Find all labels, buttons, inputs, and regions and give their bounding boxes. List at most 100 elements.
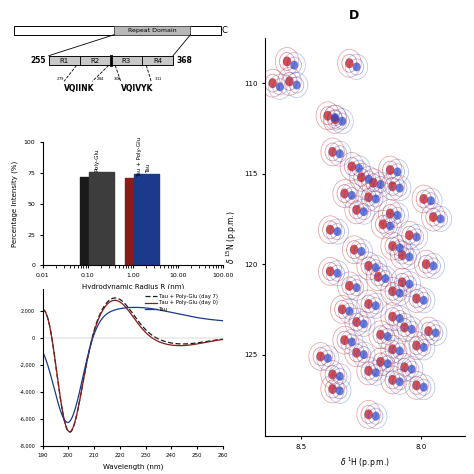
Ellipse shape	[345, 58, 354, 68]
Tau	[126, 305, 131, 310]
Ellipse shape	[333, 269, 341, 278]
Tau + Poly-Glu (day 0)	[112, 298, 118, 303]
Ellipse shape	[412, 293, 421, 303]
Text: D: D	[349, 9, 359, 22]
Ellipse shape	[360, 207, 368, 216]
Ellipse shape	[388, 182, 397, 191]
Tau + Poly-Glu (day 0)	[138, 324, 144, 330]
Ellipse shape	[405, 280, 413, 289]
Text: VQIINK: VQIINK	[64, 84, 94, 93]
Ellipse shape	[324, 354, 332, 363]
Tau	[220, 318, 226, 324]
Ellipse shape	[352, 348, 361, 358]
Ellipse shape	[372, 301, 380, 310]
Ellipse shape	[326, 225, 334, 235]
Tau + Poly-Glu (day 0)	[67, 429, 73, 435]
Ellipse shape	[317, 351, 325, 361]
Bar	[111, 56, 142, 65]
Ellipse shape	[386, 222, 394, 231]
Ellipse shape	[372, 194, 380, 203]
Ellipse shape	[345, 281, 354, 291]
Ellipse shape	[396, 289, 404, 298]
Ellipse shape	[336, 386, 344, 395]
Text: C: C	[221, 26, 227, 35]
Ellipse shape	[396, 314, 404, 323]
Ellipse shape	[328, 384, 337, 394]
Ellipse shape	[290, 61, 298, 70]
Ellipse shape	[340, 335, 349, 345]
Ellipse shape	[372, 263, 380, 272]
Ellipse shape	[347, 162, 356, 172]
Tau + Poly-Glu (day 0)	[40, 307, 46, 312]
Ellipse shape	[331, 113, 339, 122]
Legend: Tau + Poly-Glu (day 7), Tau + Poly-Glu (day 0), Tau: Tau + Poly-Glu (day 7), Tau + Poly-Glu (…	[143, 292, 220, 314]
Tau + Poly-Glu (day 7)	[40, 306, 46, 312]
Ellipse shape	[401, 362, 409, 372]
Ellipse shape	[412, 233, 420, 241]
Ellipse shape	[384, 332, 392, 341]
Line: Tau + Poly-Glu (day 0): Tau + Poly-Glu (day 0)	[43, 301, 223, 432]
Ellipse shape	[396, 183, 404, 192]
Ellipse shape	[346, 307, 354, 316]
Ellipse shape	[357, 247, 365, 256]
Ellipse shape	[324, 111, 332, 121]
X-axis label: $\delta$ $^1$H (p.p.m.): $\delta$ $^1$H (p.p.m.)	[340, 455, 390, 470]
Ellipse shape	[353, 283, 361, 292]
Text: R1: R1	[60, 57, 69, 64]
Ellipse shape	[420, 296, 428, 305]
Ellipse shape	[374, 272, 383, 282]
Tau + Poly-Glu (day 7)	[127, 307, 133, 313]
Ellipse shape	[388, 312, 397, 322]
Tau	[65, 419, 71, 425]
Ellipse shape	[365, 174, 373, 183]
Text: R3: R3	[122, 57, 131, 64]
Tau + Poly-Glu (day 0)	[188, 342, 194, 348]
Ellipse shape	[429, 212, 438, 222]
Ellipse shape	[365, 366, 373, 376]
Ellipse shape	[292, 81, 301, 90]
Ellipse shape	[396, 377, 404, 386]
Ellipse shape	[405, 253, 413, 261]
Ellipse shape	[388, 344, 397, 354]
Text: $^{306}$: $^{306}$	[113, 77, 122, 82]
Ellipse shape	[369, 178, 378, 188]
Ellipse shape	[331, 114, 339, 124]
Ellipse shape	[338, 304, 346, 314]
Ellipse shape	[352, 317, 361, 327]
Y-axis label: Percentage Intensity (%): Percentage Intensity (%)	[11, 161, 18, 247]
Text: Tau + Poly-Glu: Tau + Poly-Glu	[137, 137, 142, 177]
Ellipse shape	[328, 370, 337, 380]
Bar	[114, 26, 191, 35]
Bar	[49, 56, 80, 65]
Ellipse shape	[398, 250, 406, 260]
Ellipse shape	[386, 209, 394, 219]
Tau + Poly-Glu (day 0)	[127, 310, 133, 315]
Bar	[80, 56, 111, 65]
Ellipse shape	[419, 194, 428, 204]
X-axis label: Hydrodynamic Radius R (nm): Hydrodynamic Radius R (nm)	[82, 283, 184, 290]
Tau	[188, 314, 194, 319]
Tau + Poly-Glu (day 7)	[112, 295, 118, 301]
Ellipse shape	[365, 410, 373, 419]
Text: Tau: Tau	[146, 164, 151, 173]
Tau	[216, 318, 222, 323]
Ellipse shape	[388, 375, 397, 385]
Text: $^{284}$: $^{284}$	[96, 77, 106, 82]
Line: Tau + Poly-Glu (day 7): Tau + Poly-Glu (day 7)	[43, 298, 223, 432]
Ellipse shape	[336, 149, 344, 158]
Tau + Poly-Glu (day 7)	[220, 337, 226, 342]
Ellipse shape	[432, 328, 440, 337]
Ellipse shape	[405, 230, 413, 240]
Ellipse shape	[340, 189, 349, 199]
Ellipse shape	[376, 357, 385, 367]
Tau + Poly-Glu (day 7)	[216, 337, 222, 342]
Ellipse shape	[348, 337, 356, 346]
Ellipse shape	[386, 165, 394, 175]
Ellipse shape	[365, 261, 373, 271]
Ellipse shape	[408, 365, 416, 374]
Ellipse shape	[398, 277, 406, 287]
Ellipse shape	[350, 245, 358, 255]
Ellipse shape	[333, 227, 341, 236]
Ellipse shape	[408, 325, 416, 334]
Bar	[49, 56, 173, 65]
